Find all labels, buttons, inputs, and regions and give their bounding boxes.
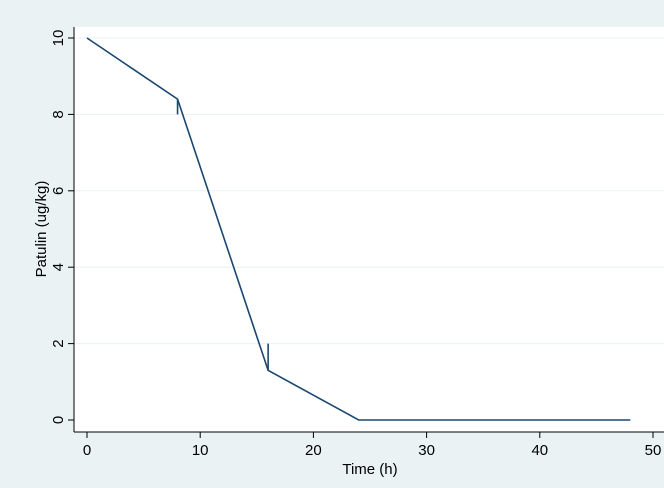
y-tick-label-4: 4: [50, 263, 67, 271]
x-tick-label-50: 50: [645, 442, 662, 459]
y-tick-label-8: 8: [50, 110, 67, 118]
x-tick-label-10: 10: [192, 442, 209, 459]
x-tick-label-20: 20: [305, 442, 322, 459]
x-tick-label-30: 30: [418, 442, 435, 459]
y-tick-label-2: 2: [50, 339, 67, 347]
plot-area-background: [74, 27, 664, 432]
x-tick-label-40: 40: [531, 442, 548, 459]
y-axis-title: Patulin (ug/kg): [33, 181, 50, 278]
series-layer: [86, 37, 631, 421]
y-tick-label-10: 10: [50, 30, 67, 47]
y-tick-label-0: 0: [50, 416, 67, 424]
gridlines: [74, 37, 664, 345]
axes: [73, 27, 664, 433]
x-axis-title: Time (h): [342, 461, 397, 478]
x-ticks: 0 10 20 30 40 50: [83, 432, 662, 459]
y-ticks: 0 2 4 6 8 10: [50, 30, 74, 424]
x-tick-label-0: 0: [83, 442, 91, 459]
y-tick-label-6: 6: [50, 187, 67, 195]
